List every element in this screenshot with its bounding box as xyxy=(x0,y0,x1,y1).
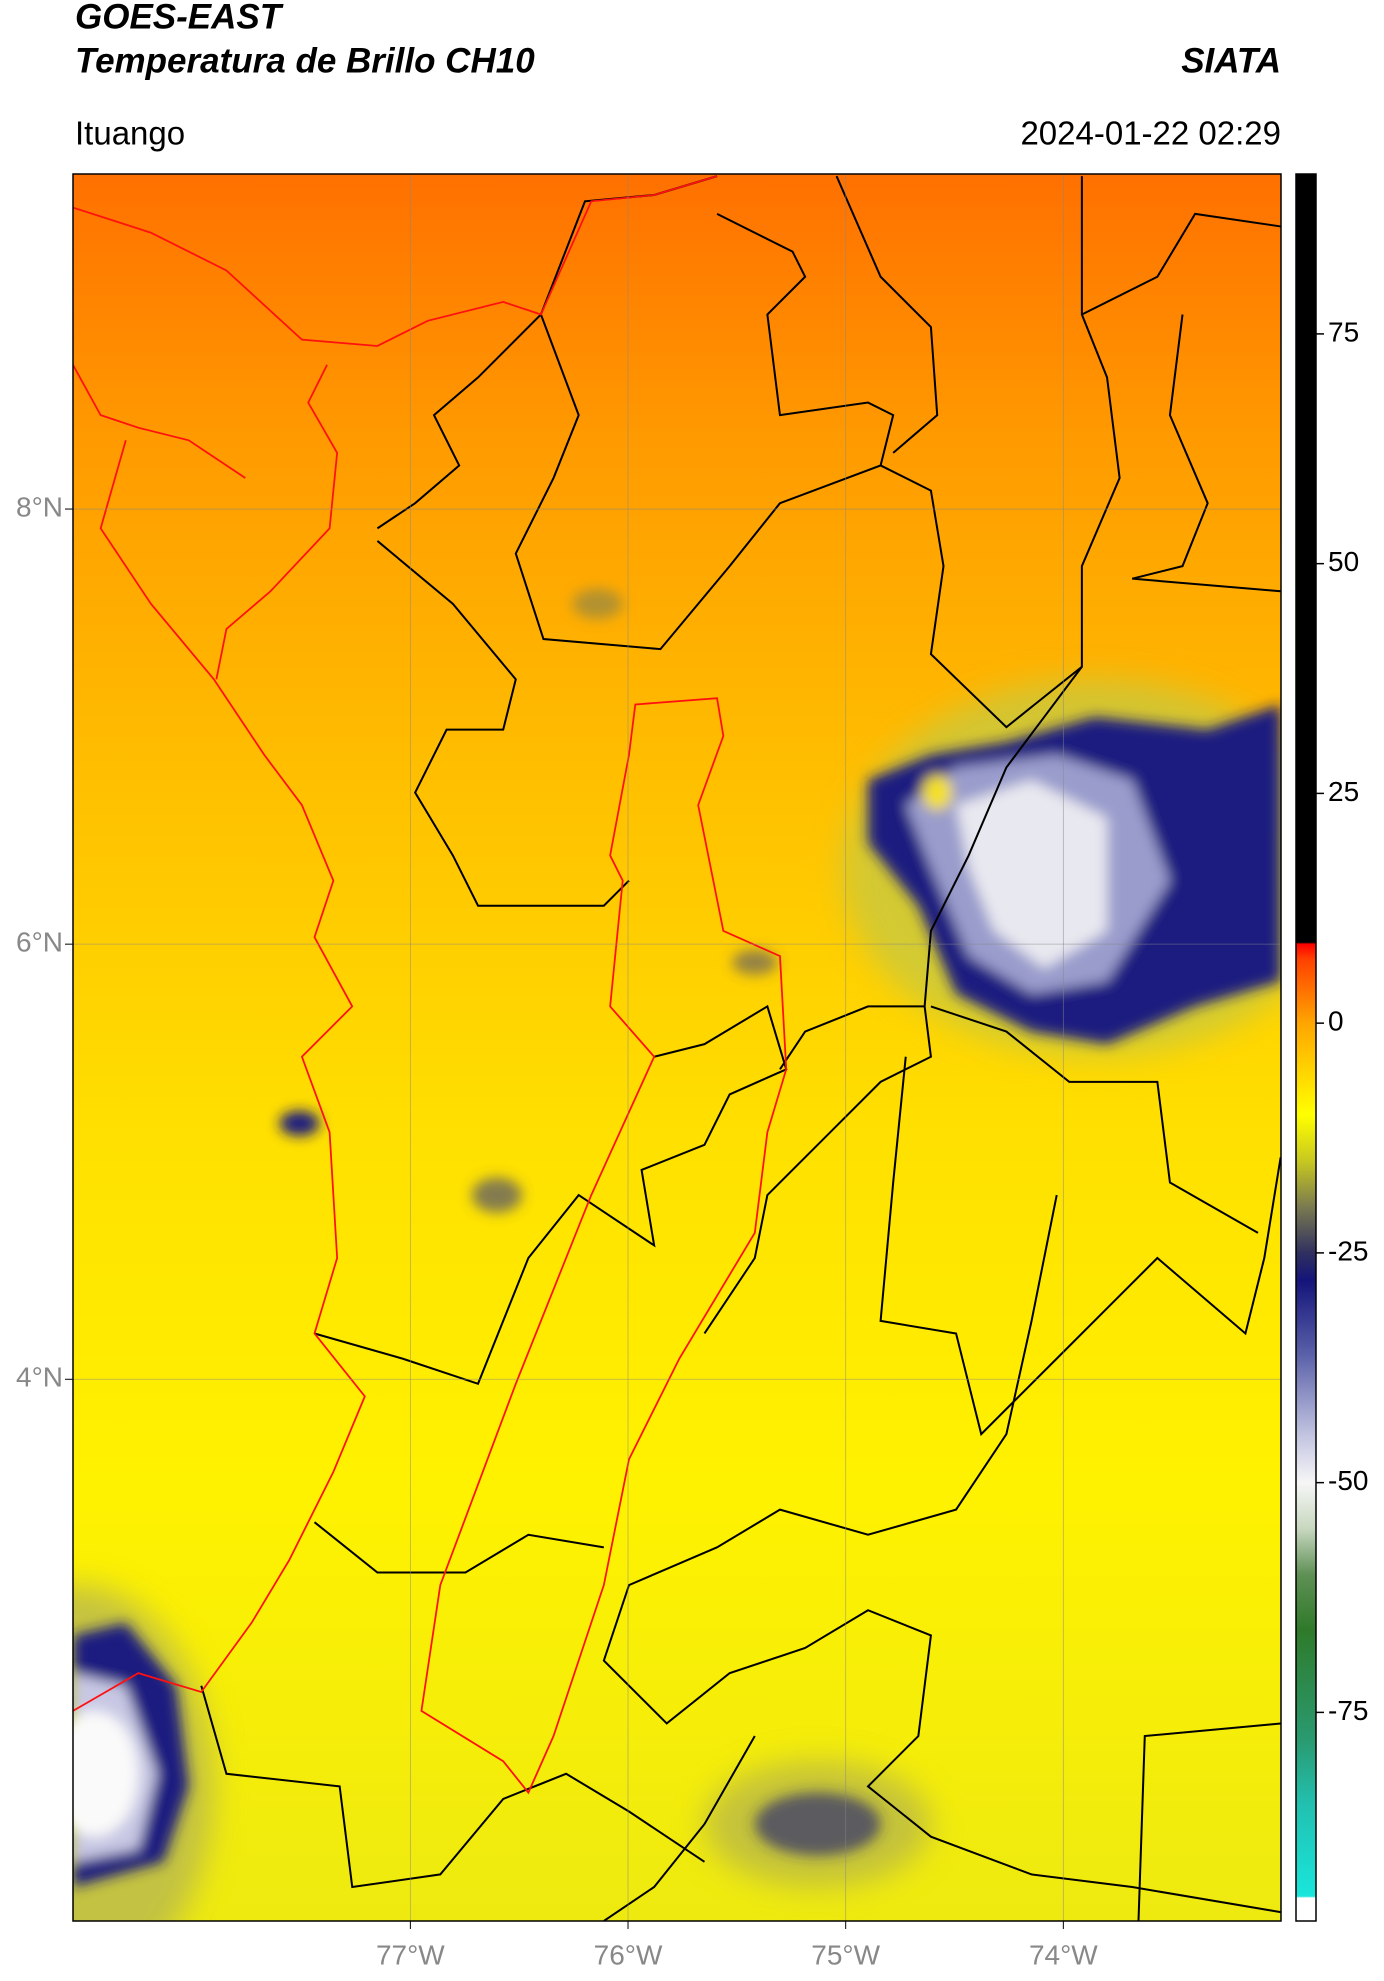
colorbar-tick-label: 50 xyxy=(1328,546,1359,577)
datetime: 2024-01-22 02:29 xyxy=(1020,115,1281,152)
y-tick-label: 4°N xyxy=(16,1362,63,1393)
x-tick-label: 76°W xyxy=(594,1939,663,1970)
colorbar-tick-label: -75 xyxy=(1328,1695,1368,1726)
subtitle: Temperatura de Brillo CH10 xyxy=(75,41,535,80)
y-tick-label: 8°N xyxy=(16,491,63,522)
colorbar-tick-label: 0 xyxy=(1328,1006,1344,1037)
source: SIATA xyxy=(1181,41,1281,80)
colorbar xyxy=(1295,173,1317,1922)
colorbar-tick-label: 25 xyxy=(1328,776,1359,807)
x-tick-label: 77°W xyxy=(376,1939,445,1970)
title: GOES-EAST xyxy=(75,0,284,36)
location: Ituango xyxy=(75,115,185,152)
x-tick-label: 74°W xyxy=(1029,1939,1098,1970)
colorbar-tick-label: -25 xyxy=(1328,1235,1368,1266)
map-frame xyxy=(72,173,1282,1922)
colorbar-tick-label: 75 xyxy=(1328,316,1359,347)
map-image xyxy=(73,174,1281,1921)
x-tick-label: 75°W xyxy=(811,1939,880,1970)
colorbar-tick-label: -50 xyxy=(1328,1465,1368,1496)
y-tick-label: 6°N xyxy=(16,927,63,958)
